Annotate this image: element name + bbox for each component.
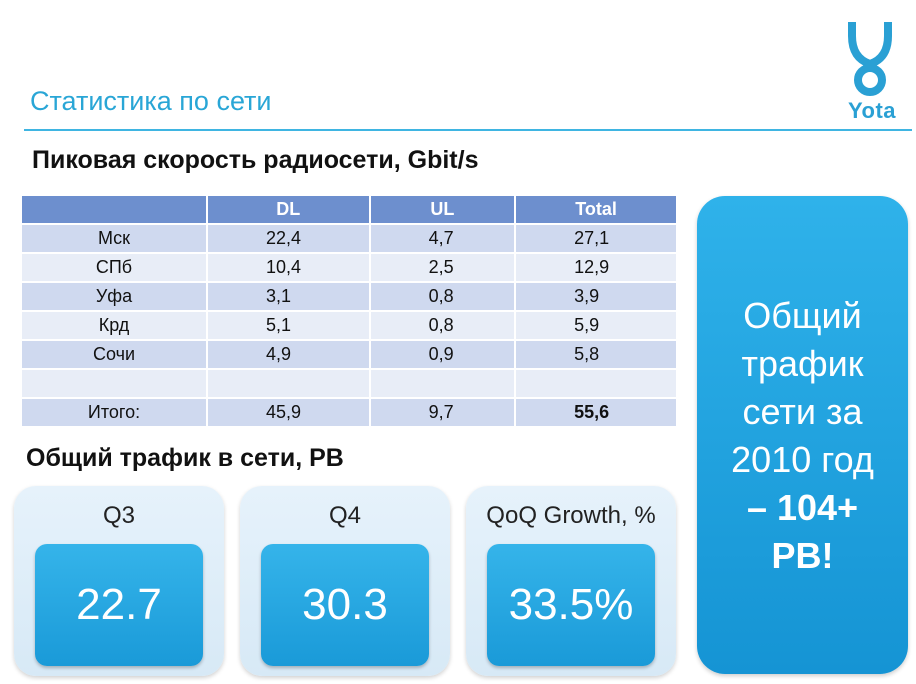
column-header xyxy=(22,196,208,225)
callout-line: Общий xyxy=(743,295,862,336)
callout-line: 2010 год xyxy=(731,439,874,480)
column-header: UL xyxy=(369,196,517,225)
total-cell: 5,8 xyxy=(515,340,676,370)
column-header: DL xyxy=(207,196,371,225)
slide-title: Статистика по сети xyxy=(30,86,272,116)
yota-logo: Yota xyxy=(838,18,902,128)
city-cell xyxy=(22,369,208,399)
callout-line-emphasis: – 104+ xyxy=(746,487,859,528)
table-total-row: Итого: 45,9 9,7 55,6 xyxy=(22,398,676,428)
kpi-value-box: 33.5% xyxy=(487,544,655,666)
ul-cell: 2,5 xyxy=(369,253,517,283)
total-traffic-callout: Общий трафик сети за 2010 год – 104+ PB! xyxy=(697,196,908,674)
kpi-value: 30.3 xyxy=(302,580,388,629)
table-row: Крд 5,1 0,8 5,9 xyxy=(22,311,676,341)
total-cell: 3,9 xyxy=(515,282,676,312)
dl-cell: 3,1 xyxy=(207,282,371,312)
kpi-card-qoq-growth: QoQ Growth, % 33.5% xyxy=(466,486,676,676)
callout-line: сети за xyxy=(742,391,863,432)
callout-text: Общий трафик сети за 2010 год – 104+ PB! xyxy=(697,292,908,580)
ul-cell: 9,7 xyxy=(369,398,517,428)
dl-cell: 22,4 xyxy=(207,224,371,254)
city-cell: СПб xyxy=(22,253,208,283)
kpi-value: 33.5% xyxy=(508,580,634,629)
logo-text: Yota xyxy=(848,98,897,123)
city-cell: Мск xyxy=(22,224,208,254)
peak-speed-table: DL UL Total Мск 22,4 4,7 27,1 СПб 10,4 2… xyxy=(22,196,676,428)
dl-cell: 4,9 xyxy=(207,340,371,370)
callout-line: трафик xyxy=(741,343,864,384)
city-cell: Сочи xyxy=(22,340,208,370)
ul-cell xyxy=(369,369,517,399)
table-row: Мск 22,4 4,7 27,1 xyxy=(22,224,676,254)
column-header: Total xyxy=(515,196,676,225)
ul-cell: 0,8 xyxy=(369,311,517,341)
kpi-value: 22.7 xyxy=(76,580,162,629)
title-divider xyxy=(24,129,912,131)
grand-total-cell: 55,6 xyxy=(515,398,676,428)
peak-speed-heading: Пиковая скорость радиосети, Gbit/s xyxy=(32,146,479,174)
dl-cell: 10,4 xyxy=(207,253,371,283)
kpi-card-q4: Q4 30.3 xyxy=(240,486,450,676)
ul-cell: 0,9 xyxy=(369,340,517,370)
kpi-value-box: 22.7 xyxy=(35,544,203,666)
total-cell: 27,1 xyxy=(515,224,676,254)
yota-logo-icon xyxy=(848,22,892,96)
table-row: СПб 10,4 2,5 12,9 xyxy=(22,253,676,283)
table-header-row: DL UL Total xyxy=(22,196,676,225)
city-cell: Уфа xyxy=(22,282,208,312)
callout-line-emphasis: PB! xyxy=(771,535,834,576)
kpi-label: QoQ Growth, % xyxy=(486,502,656,529)
ul-cell: 4,7 xyxy=(369,224,517,254)
table-row-empty xyxy=(22,369,676,399)
kpi-label: Q4 xyxy=(328,502,361,529)
dl-cell: 5,1 xyxy=(207,311,371,341)
table-row: Сочи 4,9 0,9 5,8 xyxy=(22,340,676,370)
total-cell: 12,9 xyxy=(515,253,676,283)
ul-cell: 0,8 xyxy=(369,282,517,312)
total-cell xyxy=(515,369,676,399)
traffic-heading: Общий трафик в сети, PB xyxy=(26,444,344,472)
kpi-value-box: 30.3 xyxy=(261,544,429,666)
kpi-card-q3: Q3 22.7 xyxy=(14,486,224,676)
kpi-label: Q3 xyxy=(102,502,135,529)
dl-cell: 45,9 xyxy=(207,398,371,428)
table-row: Уфа 3,1 0,8 3,9 xyxy=(22,282,676,312)
dl-cell xyxy=(207,369,371,399)
city-cell: Крд xyxy=(22,311,208,341)
total-label-cell: Итого: xyxy=(22,398,208,428)
total-cell: 5,9 xyxy=(515,311,676,341)
